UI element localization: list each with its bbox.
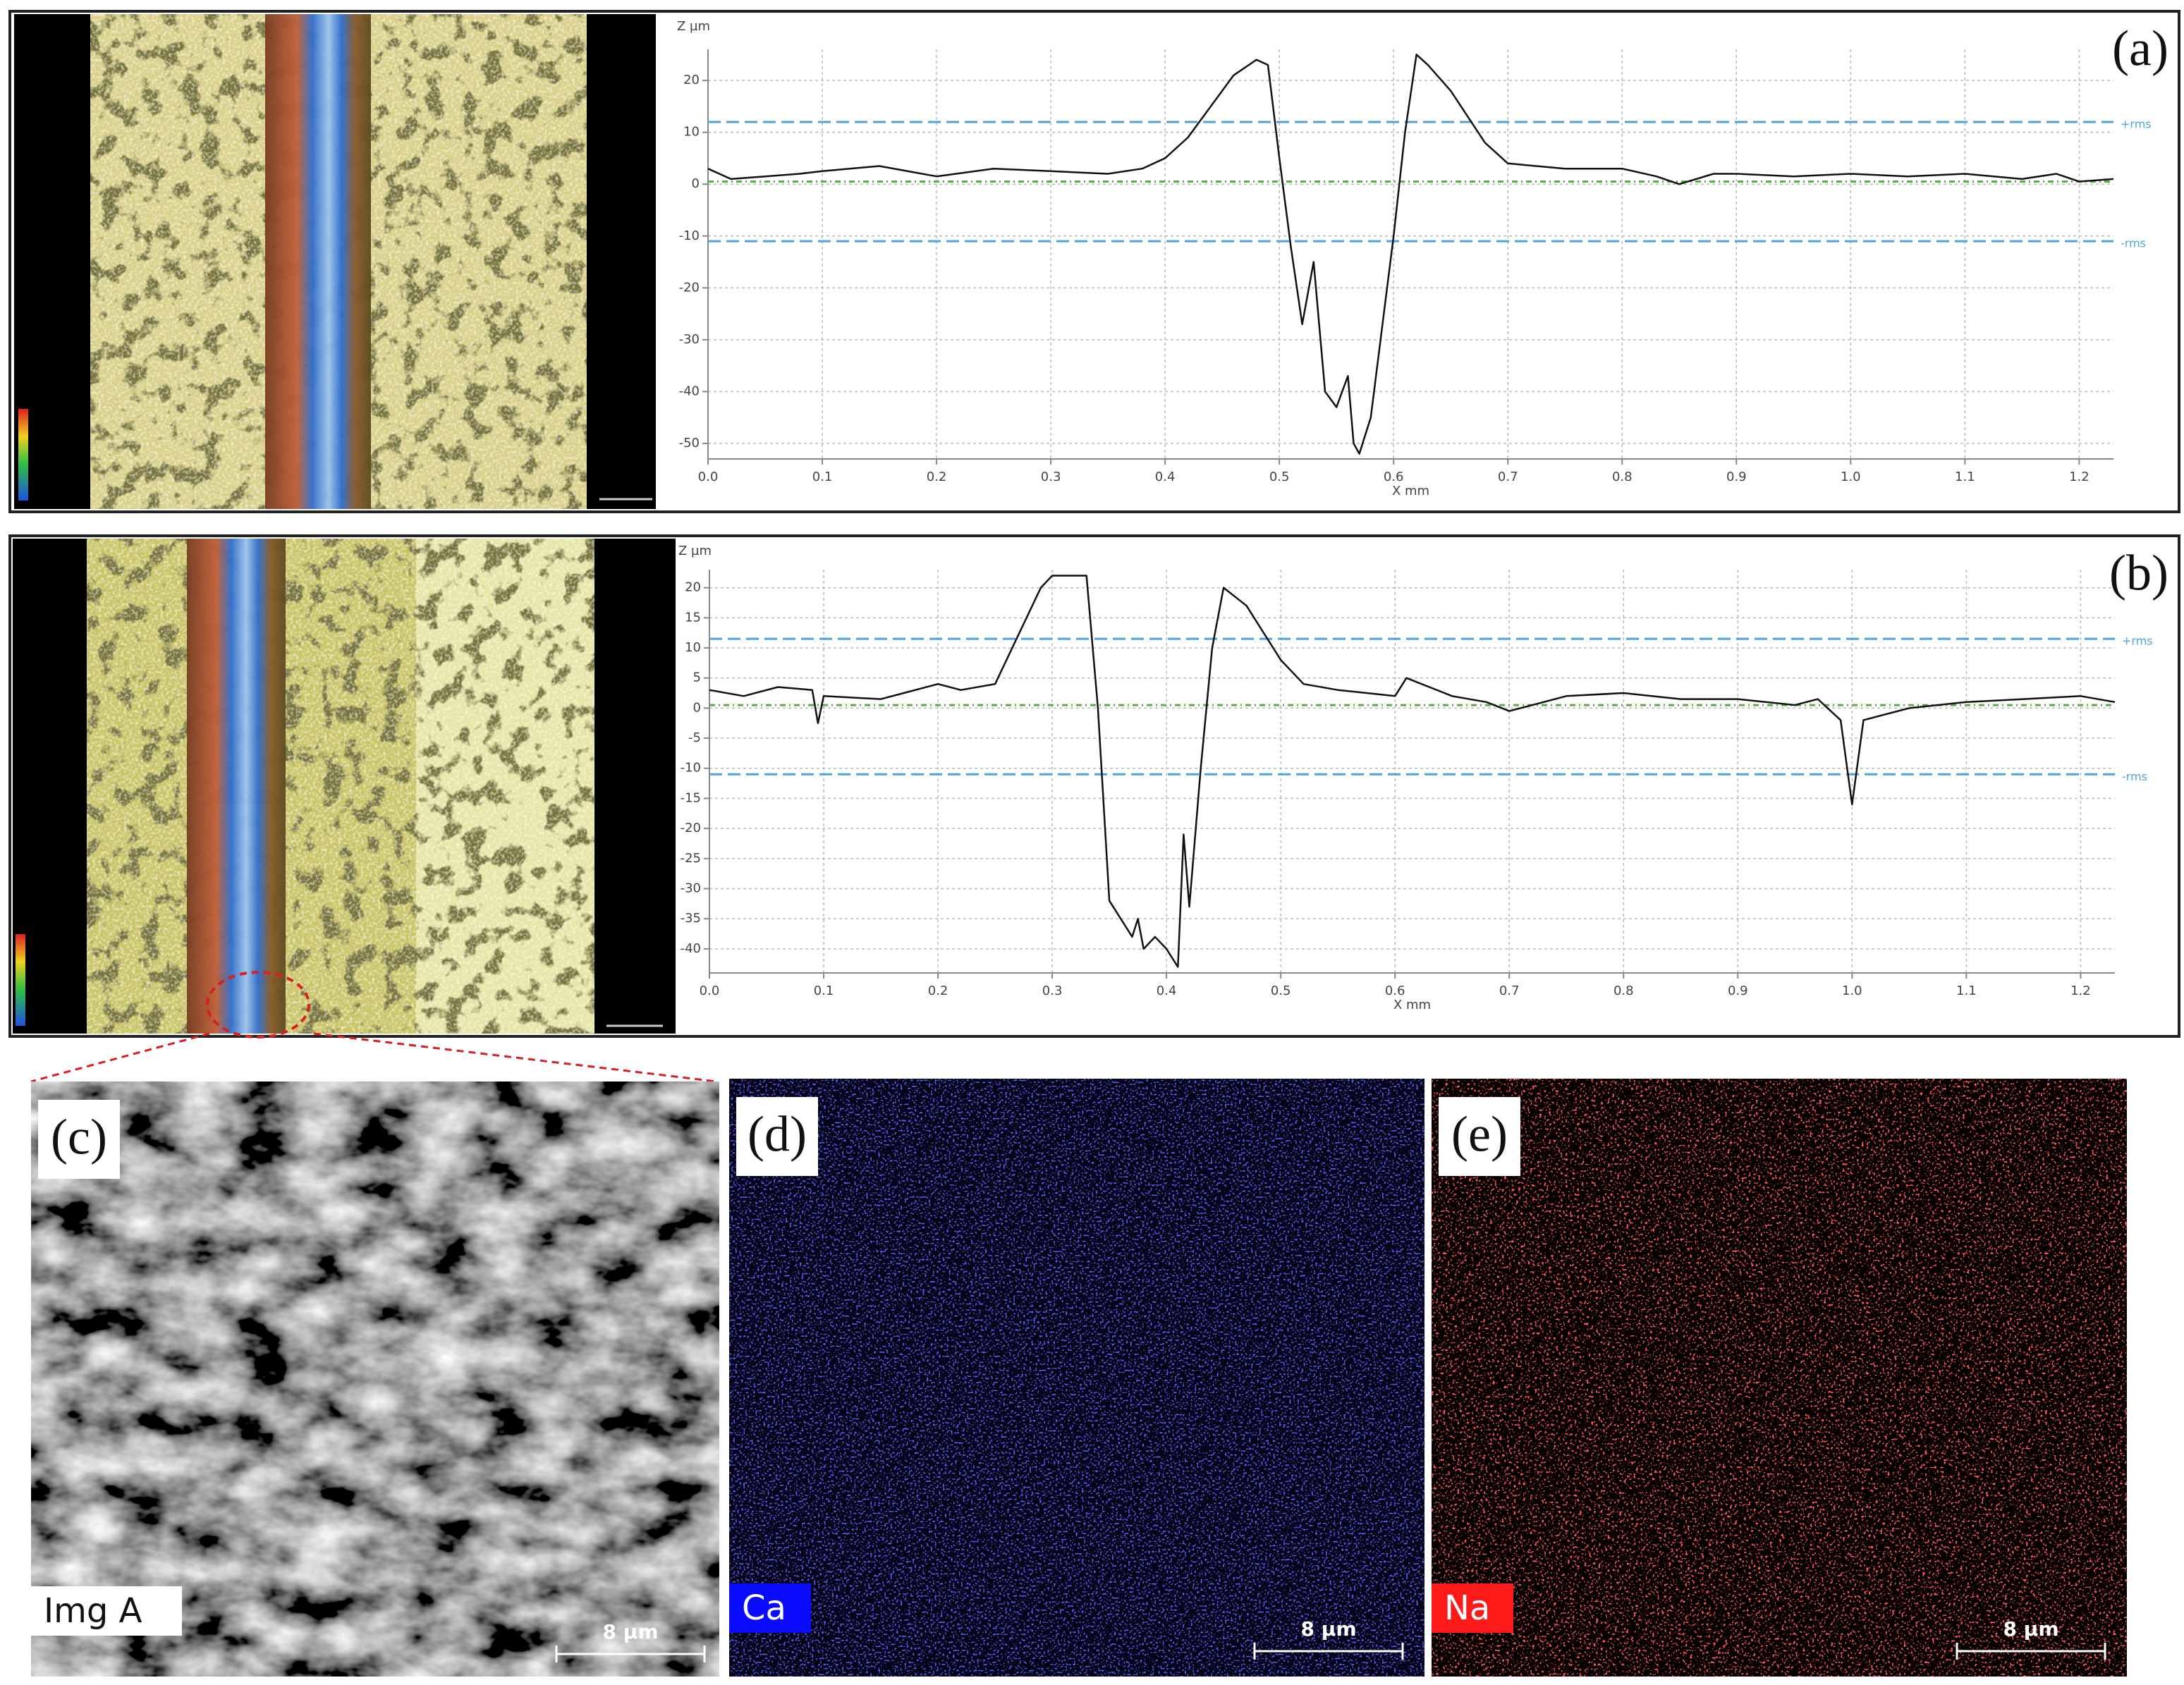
scale-bar-label: 8 µm [2003,1617,2058,1641]
zoom-marker [206,971,310,1038]
y-tick-label: 5 [693,670,701,685]
ca-dots [729,1079,1425,1677]
y-tick-label: -50 [679,436,700,451]
y-tick-label: 15 [685,610,701,625]
y-tick-label: 20 [683,73,700,87]
x-tick-label: 1.1 [1956,984,1977,998]
surface-grain [87,539,594,1034]
y-tick-label: -40 [679,384,700,398]
x-tick-label: 0.4 [1155,470,1176,484]
y-tick-label: -20 [681,821,701,835]
y-tick-label: 10 [683,125,700,140]
panel-frame [8,534,2180,1038]
panel-label: (b) [2109,545,2168,601]
profile-line [709,575,2116,968]
groove [265,14,371,509]
y-tick-label: -10 [681,761,701,776]
panel-labels: (c) Img A 8 µm (d) Ca 8 µm (e) Na 8 µm [31,1097,2106,1662]
x-axis-label: X mm [1392,484,1429,498]
y-tick-label: 10 [685,640,701,655]
y-tick-label: -30 [679,332,700,347]
reference-label: +rms [2122,635,2153,648]
color-bar [18,409,28,501]
tag-box [729,1583,811,1633]
y-tick-label: -15 [681,790,701,805]
label-box [38,1100,120,1179]
reference-label: +rms [2121,117,2152,130]
y-tick-label: -10 [679,228,700,243]
element-tag: Img A [44,1591,142,1631]
x-tick-label: 0.1 [812,470,833,484]
x-tick-label: 0.6 [1385,984,1405,998]
x-tick-label: 0.7 [1499,984,1520,998]
y-tick-label: -30 [681,881,701,895]
reference-label: -rms [2121,237,2146,250]
panel-frame [8,10,2180,513]
x-tick-label: 0.5 [1271,984,1291,998]
x-tick-label: 1.0 [1842,984,1862,998]
label-box [736,1097,818,1176]
scale-bar-label: 8 µm [602,1620,658,1643]
sem-texture [31,1082,719,1677]
x-tick-label: 0.1 [814,984,834,998]
y-axis-label: Z µm [678,544,712,558]
x-tick-label: 0.2 [928,984,948,998]
x-axis-label: X mm [1393,998,1431,1012]
x-tick-label: 0.9 [1728,984,1748,998]
label-box [1439,1097,1520,1176]
x-tick-label: 0.6 [1384,470,1404,484]
panel-label: (d) [748,1106,807,1163]
x-tick-label: 0.3 [1042,984,1063,998]
panel-label: (e) [1451,1106,1508,1163]
color-bar [16,934,25,1026]
panel-label: (a) [2112,20,2168,77]
x-tick-label: 0.8 [1613,984,1634,998]
zoom-line [30,1032,210,1083]
y-tick-label: -20 [679,280,700,295]
y-tick-label: -35 [681,911,701,926]
x-tick-label: 0.7 [1498,470,1518,484]
x-tick-label: 0.3 [1041,470,1061,484]
y-tick-label: 20 [685,580,701,595]
y-tick-label: -40 [681,941,701,956]
x-tick-label: 1.2 [2069,470,2090,484]
x-tick-label: 1.0 [1841,470,1861,484]
x-tick-label: 0.5 [1269,470,1290,484]
x-tick-label: 0.8 [1612,470,1633,484]
profile-line [707,54,2114,455]
x-tick-label: 1.1 [1955,470,1975,484]
y-tick-label: -25 [681,851,701,866]
x-tick-label: 0.0 [700,984,720,998]
y-tick-label: -5 [688,730,701,745]
x-tick-label: 0.4 [1157,984,1177,998]
scale-bar-label: 8 µm [1300,1617,1356,1641]
zoom-line [313,1032,717,1083]
groove [187,539,286,1034]
tag-box [31,1586,182,1636]
y-tick-label: 0 [693,700,701,715]
x-tick-label: 1.2 [2070,984,2091,998]
element-tag: Ca [742,1588,786,1628]
y-axis-label: Z µm [677,19,710,34]
y-tick-label: 0 [692,176,700,191]
element-tag: Na [1444,1588,1490,1628]
na-dots [1432,1079,2127,1677]
x-tick-label: 0.0 [698,470,719,484]
tag-box [1432,1583,1513,1633]
x-tick-label: 0.9 [1726,470,1747,484]
panel-label: (c) [51,1109,107,1165]
x-tick-label: 0.2 [927,470,947,484]
reference-label: -rms [2122,770,2147,783]
